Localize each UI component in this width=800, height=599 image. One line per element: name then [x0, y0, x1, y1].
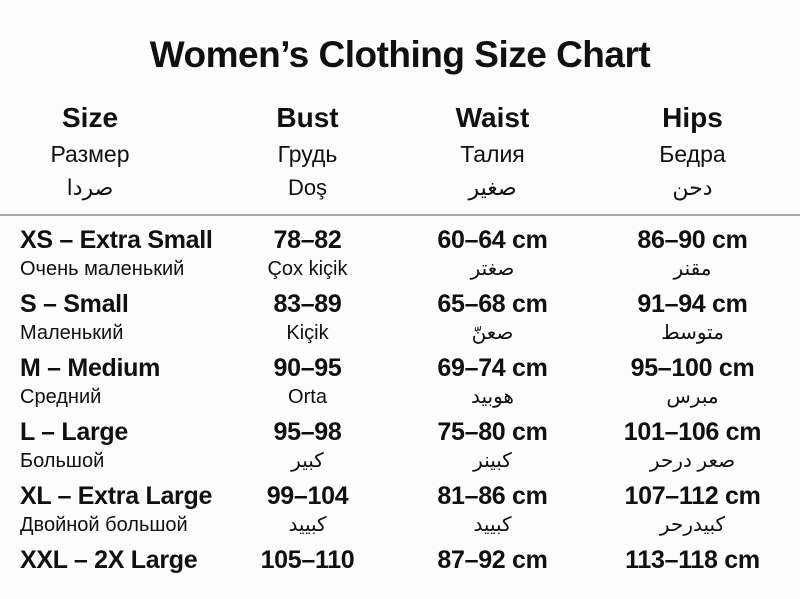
waist-value: 75–80 cm [437, 418, 548, 446]
hips-translation: متوسط [661, 322, 724, 344]
bust-value: 78–82 [273, 226, 342, 254]
size-cell: XXL – 2X Large [0, 545, 215, 576]
bust-cell: 78–82 Çox kiçik [215, 225, 400, 283]
column-header-size-ar: صردا [66, 175, 114, 200]
size-cell: S – Small Маленький [0, 289, 215, 347]
hips-cell: 91–94 cm متوسط [585, 289, 800, 347]
bust-cell: 95–98 كبير [215, 417, 400, 475]
hips-translation: مبرس [666, 386, 719, 408]
hips-cell: 101–106 cm صعر درحر [585, 417, 800, 475]
hips-value: 101–106 cm [623, 418, 762, 446]
bust-translation: كبييد [288, 514, 327, 536]
waist-translation: صعنّ [471, 322, 514, 344]
waist-cell: 75–80 cm كبينر [400, 417, 585, 475]
column-header-size-ru: Размер [50, 141, 130, 167]
table-row: XS – Extra Small Очень маленький 78–82 Ç… [0, 225, 800, 283]
bust-translation: Orta [288, 386, 327, 408]
table-row: XXL – 2X Large 105–110 87–92 cm 113–118 … [0, 545, 800, 576]
column-header-hips-en: Hips [662, 102, 723, 133]
column-header-size: Size Размер صردا [0, 102, 215, 201]
table-row: S – Small Маленький 83–89 Kiçik 65–68 cm… [0, 289, 800, 347]
size-label: S – Small [20, 290, 129, 318]
column-header-waist: Waist Талия صغير [400, 102, 585, 201]
size-translation: Двойной большой [20, 514, 188, 536]
bust-value: 105–110 [260, 546, 355, 574]
table-row: L – Large Большой 95–98 كبير 75–80 cm كب… [0, 417, 800, 475]
waist-translation: كبييد [473, 514, 512, 536]
column-header-hips-ar: دحن [672, 175, 713, 200]
size-table-body: XS – Extra Small Очень маленький 78–82 Ç… [0, 225, 800, 576]
waist-value: 60–64 cm [437, 226, 548, 254]
size-translation: Очень маленький [20, 258, 185, 280]
hips-translation: كبيدرحر [659, 514, 726, 536]
bust-cell: 90–95 Orta [215, 353, 400, 411]
waist-value: 81–86 cm [437, 482, 548, 510]
bust-value: 83–89 [273, 290, 342, 318]
bust-value: 90–95 [273, 354, 342, 382]
waist-value: 65–68 cm [437, 290, 548, 318]
waist-translation: صغتر [470, 258, 515, 280]
column-header-bust: Bust Грудь Doş [215, 102, 400, 201]
waist-translation: كبينر [473, 450, 512, 472]
column-header-waist-ru: Талия [460, 141, 525, 167]
size-translation: Маленький [20, 322, 124, 344]
column-header-bust-en: Bust [276, 102, 339, 133]
size-translation: Большой [20, 450, 105, 472]
hips-cell: 113–118 cm [585, 545, 800, 576]
waist-value: 87–92 cm [437, 546, 548, 574]
column-header-bust-az: Doş [287, 175, 328, 200]
table-row: XL – Extra Large Двойной большой 99–104 … [0, 481, 800, 539]
waist-cell: 60–64 cm صغتر [400, 225, 585, 283]
column-header-waist-ar: صغير [468, 175, 517, 200]
bust-cell: 105–110 [215, 545, 400, 576]
size-cell: M – Medium Средний [0, 353, 215, 411]
header-divider [0, 214, 800, 216]
hips-translation: صعر درحر [649, 450, 736, 472]
size-label: XXL – 2X Large [20, 546, 198, 574]
hips-translation: مقنر [673, 258, 712, 280]
hips-value: 113–118 cm [625, 546, 760, 574]
size-label: XL – Extra Large [20, 482, 213, 510]
bust-translation: Çox kiçik [267, 258, 348, 280]
waist-cell: 69–74 cm هوبيد [400, 353, 585, 411]
waist-cell: 87–92 cm [400, 545, 585, 576]
size-translation: Средний [20, 386, 102, 408]
column-header-bust-ru: Грудь [277, 141, 338, 167]
waist-translation: هوبيد [471, 386, 514, 408]
column-header-size-en: Size [61, 102, 119, 133]
bust-value: 99–104 [266, 482, 349, 510]
column-header-hips: Hips Бедра دحن [585, 102, 800, 201]
waist-value: 69–74 cm [437, 354, 548, 382]
size-label: M – Medium [20, 354, 161, 382]
waist-cell: 81–86 cm كبييد [400, 481, 585, 539]
table-header: Size Размер صردا Bust Грудь Doş Waist Та… [0, 102, 800, 201]
size-label: L – Large [20, 418, 128, 446]
bust-translation: Kiçik [286, 322, 329, 344]
waist-cell: 65–68 cm صعنّ [400, 289, 585, 347]
hips-value: 86–90 cm [637, 226, 748, 254]
page-title: Women’s Clothing Size Chart [149, 34, 651, 75]
column-header-hips-ru: Бедра [659, 141, 726, 167]
hips-cell: 107–112 cm كبيدرحر [585, 481, 800, 539]
bust-value: 95–98 [273, 418, 342, 446]
size-cell: XS – Extra Small Очень маленький [0, 225, 215, 283]
bust-cell: 83–89 Kiçik [215, 289, 400, 347]
hips-value: 95–100 cm [630, 354, 755, 382]
column-header-waist-en: Waist [455, 102, 530, 133]
hips-cell: 95–100 cm مبرس [585, 353, 800, 411]
hips-value: 107–112 cm [624, 482, 761, 510]
hips-value: 91–94 cm [637, 290, 748, 318]
size-cell: XL – Extra Large Двойной большой [0, 481, 215, 539]
table-row: M – Medium Средний 90–95 Orta 69–74 cm ه… [0, 353, 800, 411]
size-cell: L – Large Большой [0, 417, 215, 475]
hips-cell: 86–90 cm مقنر [585, 225, 800, 283]
bust-translation: كبير [291, 450, 324, 472]
size-label: XS – Extra Small [20, 226, 213, 254]
bust-cell: 99–104 كبييد [215, 481, 400, 539]
